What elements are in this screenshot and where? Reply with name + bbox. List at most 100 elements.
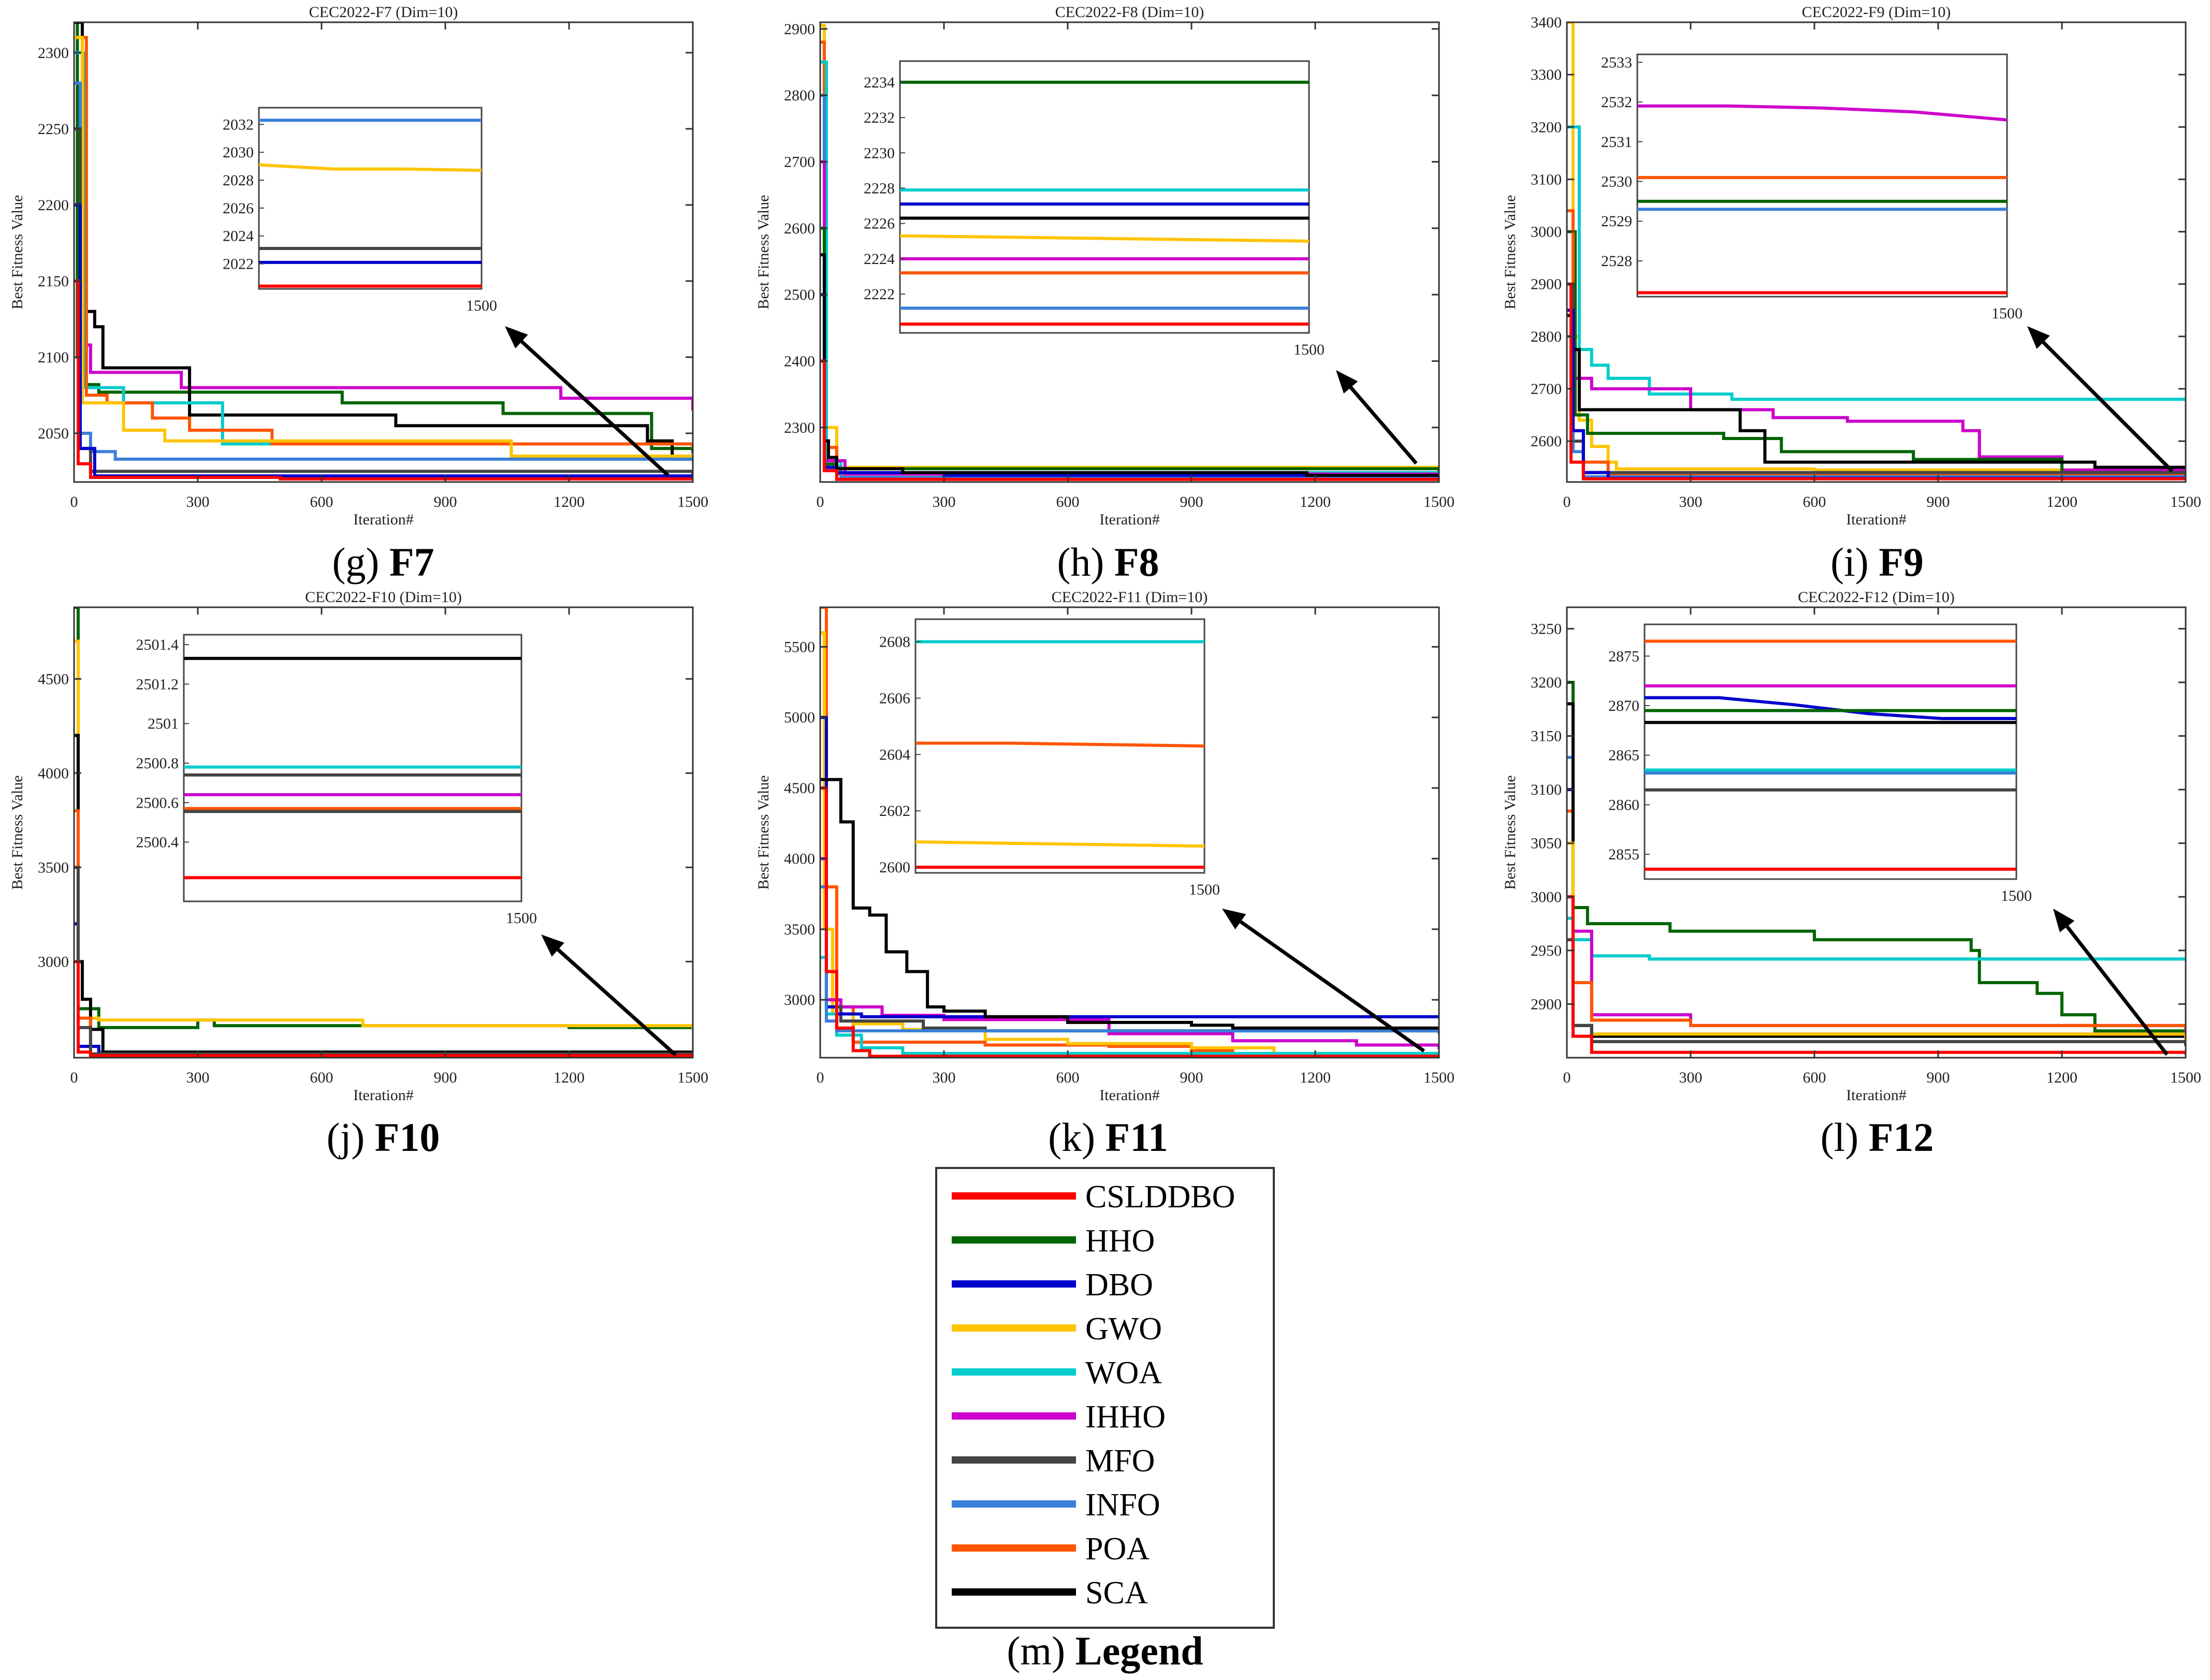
x-axis-label: Iteration# (1099, 1087, 1160, 1104)
legend-item-cslddbo: CSLDDBO (952, 1179, 1235, 1215)
inset-x-tick-label: 1500 (466, 297, 497, 314)
inset-frame (258, 107, 483, 290)
inset-frame (1644, 623, 2017, 880)
legend-label: MFO (1085, 1443, 1155, 1479)
chart-title: CEC2022-F8 (Dim=10) (1055, 4, 1204, 21)
y-tick-label: 3500 (784, 921, 815, 938)
inset-y-tick-label: 2530 (1601, 173, 1632, 191)
x-tick-label: 900 (434, 493, 457, 510)
chart-f8: 0 300 600 900 1200 1500 2300 2400 2500 2600 2700 28… (755, 4, 1455, 585)
inset-line-gwo (915, 840, 1205, 848)
x-tick-label: 900 (1927, 493, 1950, 510)
inset-line-gwo (258, 163, 482, 172)
series-line-cslddbo (820, 786, 1439, 1058)
y-tick-label: 5500 (784, 638, 815, 655)
inset-y-tick-label: 2501 (148, 715, 179, 733)
x-tick-label: 900 (1180, 1069, 1203, 1086)
zoom-arrow-head (1336, 370, 1358, 394)
x-tick-label: 300 (186, 1069, 210, 1086)
inset-y-tick-label: 2022 (223, 256, 254, 273)
chart-f11: 0 300 600 900 1200 1500 3000 3500 4000 4500 5000 55… (755, 589, 1455, 1160)
legend-label: POA (1085, 1531, 1150, 1567)
y-tick-label: 3400 (1531, 14, 1562, 31)
inset-y-tick-label: 2875 (1608, 648, 1639, 665)
plot-frame (1566, 606, 2187, 1059)
y-tick-label: 3150 (1531, 728, 1562, 745)
plot-frame (819, 606, 1440, 1059)
y-tick-label: 3200 (1531, 674, 1562, 691)
x-axis-label: Iteration# (353, 511, 414, 528)
inset-y-tick-label: 2531 (1601, 134, 1632, 151)
x-tick-label: 0 (817, 1069, 824, 1086)
x-tick-label: 0 (1563, 1069, 1571, 1086)
plot-frame (73, 606, 694, 1059)
x-tick-label: 1500 (2170, 493, 2201, 510)
chart-f7: 0 300 600 900 1200 1500 2050 2100 2150 2200 2250 23… (9, 4, 708, 585)
legend-label: CSLDDBO (1085, 1179, 1235, 1215)
caption-letter: (j) (327, 1115, 375, 1160)
y-tick-label: 2950 (1531, 942, 1562, 959)
legend-item-gwo: GWO (952, 1311, 1162, 1347)
legend-label: HHO (1085, 1223, 1155, 1259)
inset-y-tick-label: 2870 (1608, 697, 1639, 714)
series-group (74, 22, 693, 481)
inset-y-tick-label: 2032 (223, 116, 254, 133)
y-tick-label: 2400 (784, 353, 815, 370)
x-tick-label: 600 (1803, 1069, 1826, 1086)
y-axis-label: Best Fitness Value (9, 195, 26, 309)
x-tick-label: 0 (70, 493, 78, 510)
series-line-sca (820, 778, 1439, 1030)
x-tick-label: 600 (310, 1069, 333, 1086)
panel-caption: (g) F7 (332, 539, 434, 585)
y-tick-label: 3000 (1531, 224, 1562, 241)
series-line-poa (74, 36, 693, 449)
series-line-poa (820, 40, 1439, 479)
chart-f10: 0 300 600 900 1200 1500 3000 3500 4000 4500 CEC202… (9, 589, 708, 1160)
y-tick-label: 2800 (1531, 328, 1562, 345)
inset-x-tick-label: 1500 (2001, 887, 2032, 904)
x-tick-label: 600 (1056, 1069, 1080, 1086)
inset-y-tick-label: 2501.4 (136, 636, 179, 653)
legend-item-sca: SCA (952, 1575, 1148, 1611)
zoom-inset: 2222 2224 2226 2228 2230 2232 2234 1500 (864, 60, 1325, 358)
y-tick-label: 2800 (784, 87, 815, 104)
zoom-arrow-head (2027, 326, 2050, 349)
series-line-info (74, 960, 693, 1057)
x-tick-label: 1200 (2046, 493, 2077, 510)
legend-label: IHHO (1085, 1399, 1166, 1435)
inset-x-tick-label: 1500 (1293, 341, 1325, 358)
plot-frame (73, 21, 694, 483)
zoom-arrow (520, 340, 670, 477)
caption-label: F12 (1869, 1115, 1934, 1160)
inset-line-ihho (1637, 104, 2008, 122)
inset-y-tick-label: 2528 (1601, 253, 1632, 270)
legend-item-poa: POA (952, 1531, 1150, 1567)
chart-title: CEC2022-F9 (Dim=10) (1802, 4, 1951, 21)
y-axis-label: Best Fitness Value (1502, 775, 1519, 889)
y-axis-label: Best Fitness Value (755, 775, 772, 889)
panel-caption: (h) F8 (1057, 539, 1159, 585)
y-tick-label: 2600 (784, 220, 815, 237)
y-tick-label: 4500 (38, 670, 69, 688)
zoom-arrow (557, 948, 677, 1057)
inset-y-tick-label: 2865 (1608, 747, 1639, 764)
y-tick-label: 3100 (1531, 171, 1562, 188)
inset-y-tick-label: 2501.2 (136, 676, 179, 693)
legend-caption: (m) Legend (1007, 1628, 1203, 1673)
y-tick-label: 3000 (784, 991, 815, 1009)
zoom-inset: 2528 2529 2530 2531 2532 2533 1500 (1601, 53, 2023, 322)
inset-y-tick-label: 2533 (1601, 54, 1632, 71)
inset-x-tick-label: 1500 (1189, 881, 1220, 898)
inset-y-tick-label: 2532 (1601, 94, 1632, 111)
series-line-hho (1567, 230, 2186, 478)
y-tick-label: 3200 (1531, 119, 1562, 136)
caption-letter: (l) (1821, 1115, 1869, 1160)
chart-f12: 0 300 600 900 1200 1500 2900 2950 3000 3050 3100 31… (1502, 589, 2201, 1160)
inset-line-poa (915, 741, 1205, 748)
x-tick-label: 1200 (554, 1069, 585, 1086)
inset-y-tick-label: 2500.6 (136, 794, 179, 811)
x-tick-label: 1500 (677, 1069, 708, 1086)
chart-title: CEC2022-F7 (Dim=10) (309, 4, 458, 21)
panel-caption: (i) F9 (1830, 539, 1924, 585)
y-tick-label: 2100 (38, 349, 69, 366)
